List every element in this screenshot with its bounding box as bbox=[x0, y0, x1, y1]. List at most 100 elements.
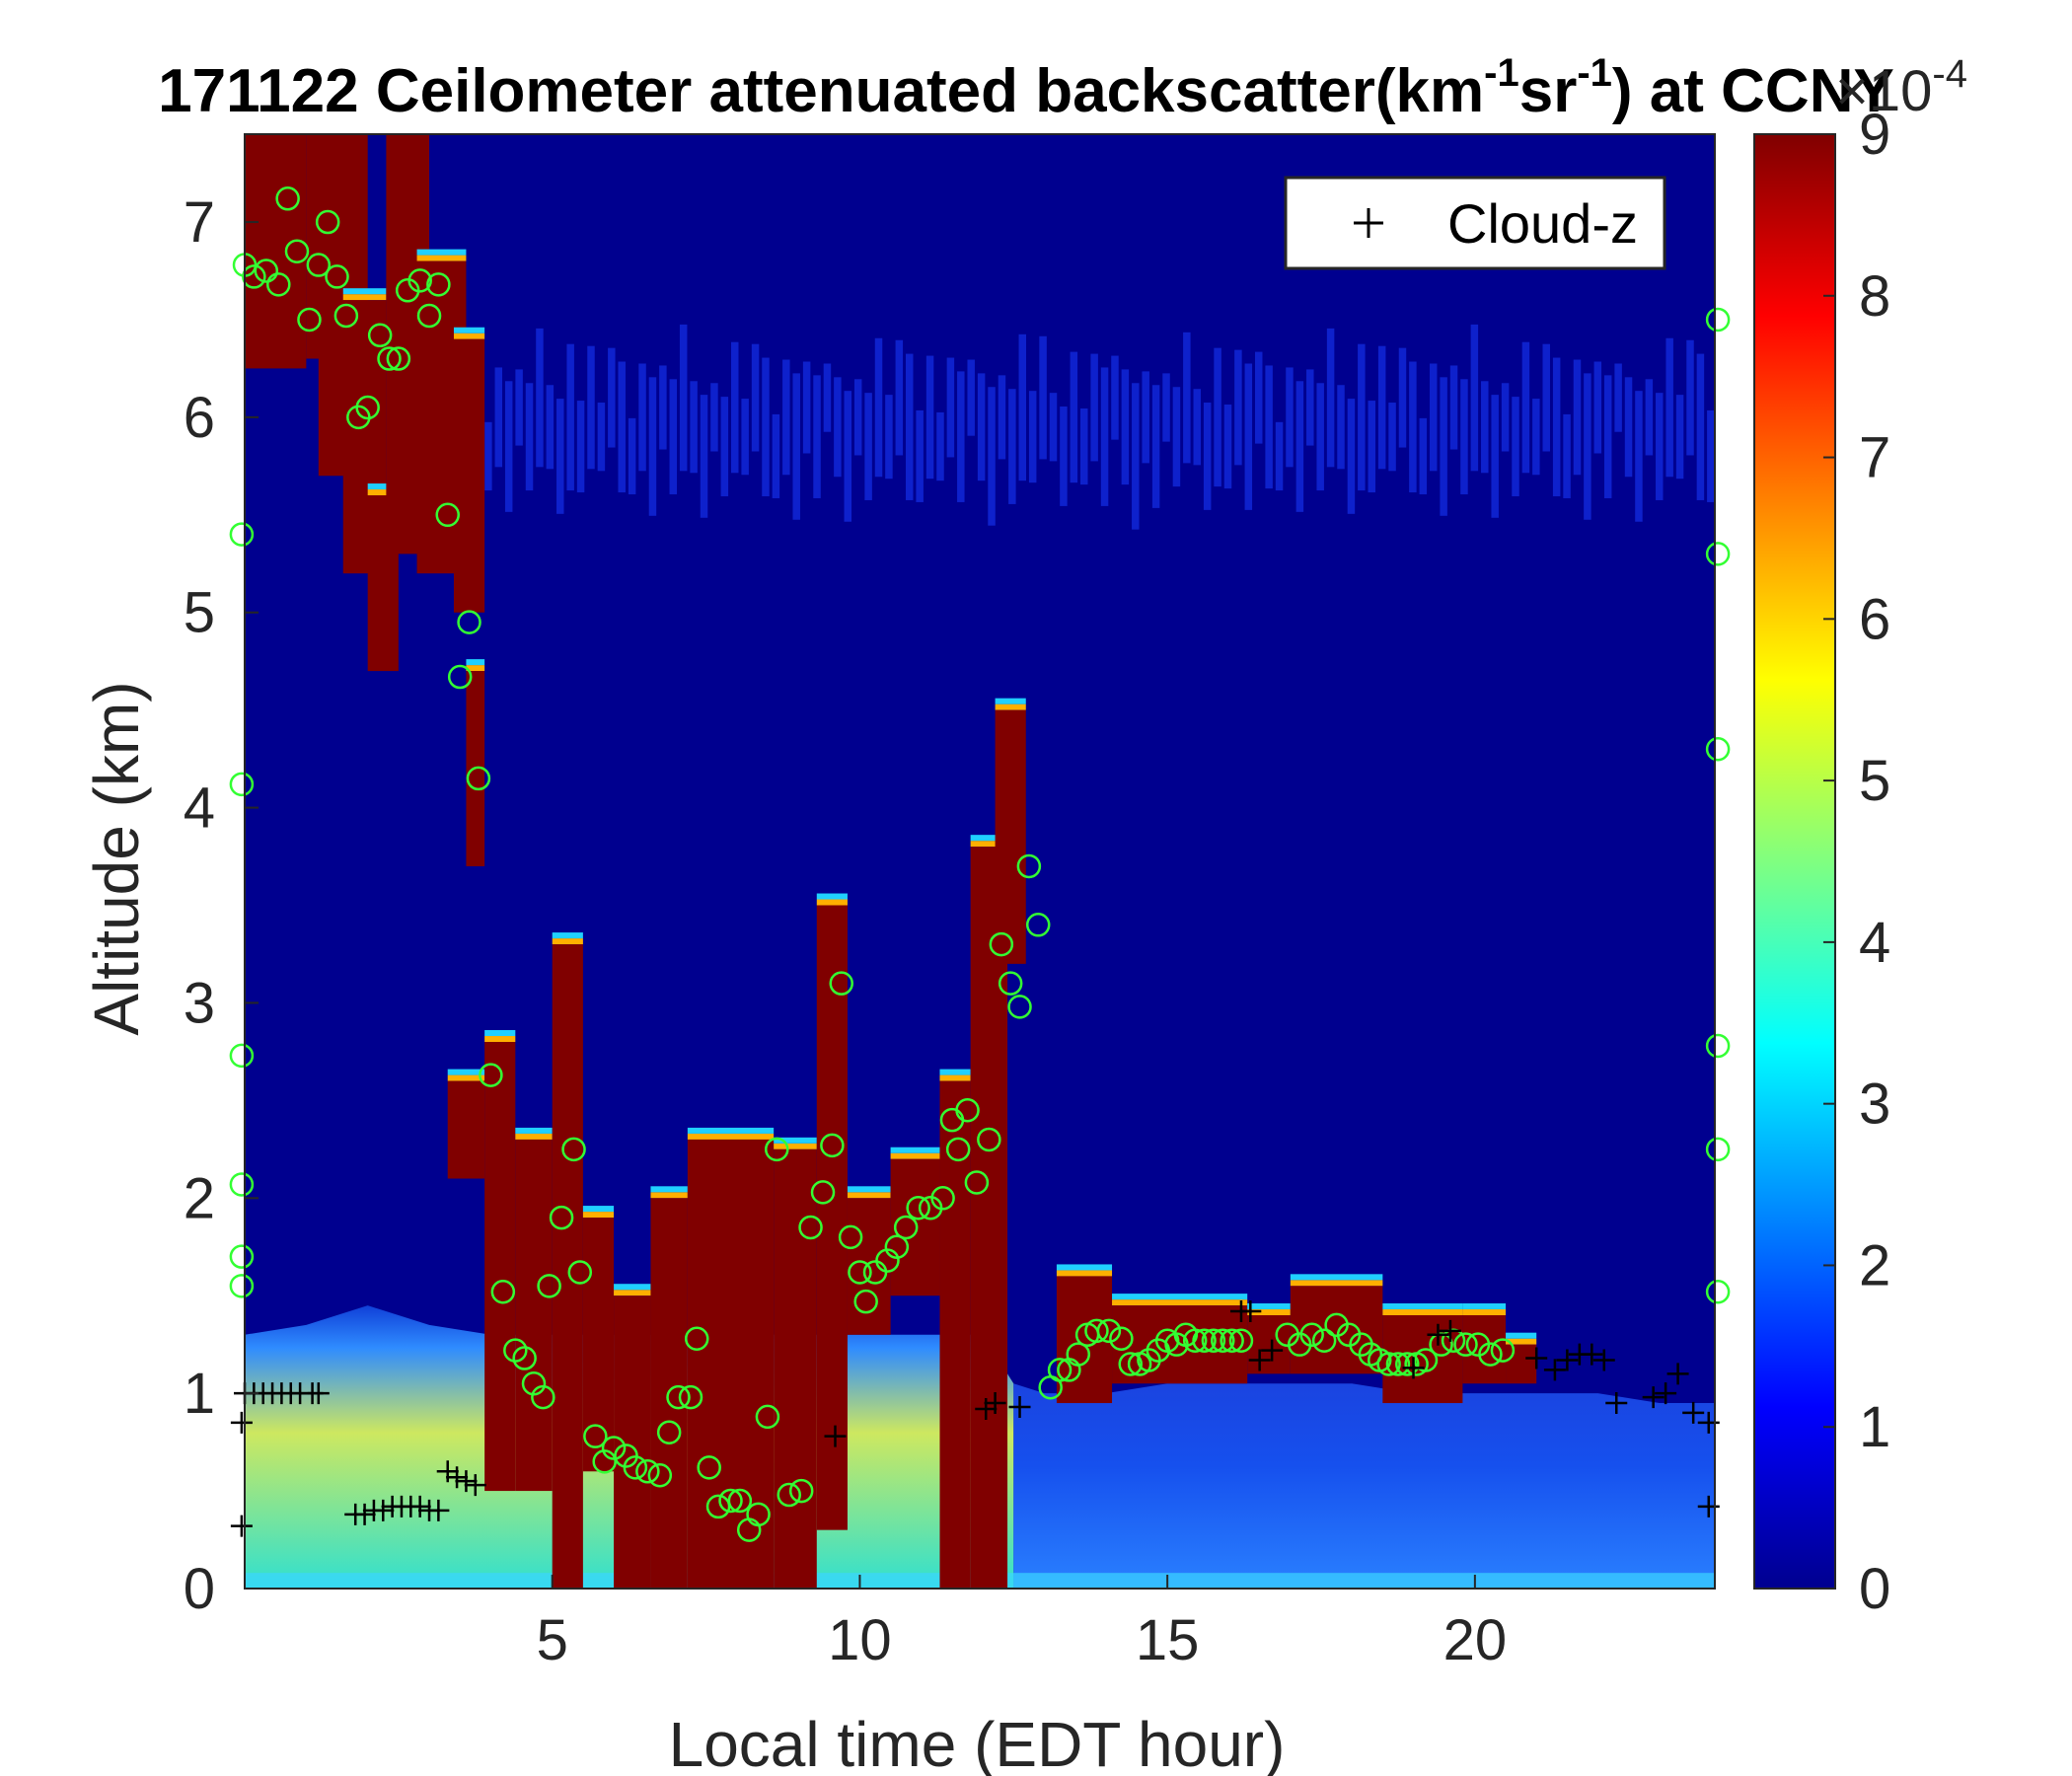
cloud-edge bbox=[847, 1192, 891, 1199]
pbl-marker-circle bbox=[1025, 913, 1051, 937]
pbl-marker-circle bbox=[875, 1248, 900, 1273]
aerosol-streak bbox=[1593, 361, 1602, 454]
aerosol-streak bbox=[1542, 343, 1550, 452]
cloud-z-marker bbox=[984, 1392, 1006, 1415]
cloud-edge bbox=[939, 1069, 971, 1075]
cloud-z-marker bbox=[1525, 1347, 1548, 1369]
aerosol-streak bbox=[546, 385, 555, 470]
pbl-marker-circle bbox=[355, 395, 380, 420]
pbl-marker-circle bbox=[521, 1371, 547, 1396]
pbl-marker-circle bbox=[1084, 1318, 1109, 1344]
aerosol-streak bbox=[1049, 393, 1058, 462]
cloud-edge bbox=[687, 1127, 775, 1134]
cloud-z-marker bbox=[436, 1460, 459, 1483]
pbl-marker-circle bbox=[1211, 1328, 1235, 1353]
cloud-z-marker bbox=[1642, 1386, 1665, 1409]
aerosol-streak bbox=[988, 387, 996, 526]
cloud-edge bbox=[367, 483, 399, 490]
aerosol-streak bbox=[998, 375, 1006, 460]
colorbar-tick-label: 7 bbox=[1859, 426, 1890, 490]
pbl-marker-circle bbox=[678, 1384, 703, 1410]
aerosol-streak bbox=[1552, 357, 1561, 497]
cloud-block bbox=[614, 1295, 651, 1589]
aerosol-streak bbox=[710, 383, 718, 452]
aerosol-streak bbox=[1286, 367, 1294, 468]
cloud-block bbox=[970, 847, 1008, 1589]
aerosol-streak bbox=[1470, 324, 1479, 472]
cloud-block bbox=[582, 1218, 615, 1472]
pbl-marker-circle bbox=[1047, 1358, 1073, 1382]
cloud-edge bbox=[453, 333, 485, 339]
cloud-block bbox=[1506, 1344, 1537, 1384]
cloud-edge bbox=[416, 249, 467, 256]
pbl-marker-circle bbox=[266, 272, 291, 297]
colorbar-tick-label: 9 bbox=[1859, 103, 1890, 167]
pbl-marker-circle bbox=[297, 307, 322, 333]
pbl-marker-circle bbox=[1705, 1137, 1731, 1162]
aerosol-streak bbox=[853, 379, 862, 456]
y-tick-label: 6 bbox=[184, 386, 215, 450]
aerosol-streak bbox=[1306, 369, 1314, 446]
cloud-z-marker bbox=[1655, 1382, 1677, 1405]
cloud-edge bbox=[774, 1137, 817, 1144]
pbl-marker-circle bbox=[1182, 1328, 1208, 1353]
pbl-marker-circle bbox=[788, 1478, 814, 1504]
cloud-edge bbox=[970, 841, 1008, 848]
y-tick-label: 5 bbox=[184, 581, 215, 645]
cloud-z-marker bbox=[1605, 1392, 1628, 1415]
aerosol-streak bbox=[1316, 383, 1324, 491]
cloud-edge bbox=[1382, 1309, 1463, 1316]
aerosol-streak bbox=[515, 369, 523, 446]
cloud-edge bbox=[552, 932, 583, 939]
cloud-z-marker bbox=[1439, 1319, 1461, 1342]
cloud-edge bbox=[1506, 1338, 1537, 1345]
colorbar-tick-label: 6 bbox=[1859, 587, 1890, 651]
aerosol-streak bbox=[1624, 377, 1633, 478]
aerosol-streak bbox=[679, 324, 688, 472]
colorbar-tick-label: 3 bbox=[1859, 1073, 1890, 1137]
cloud-edge bbox=[995, 698, 1026, 704]
aerosol-streak bbox=[1603, 375, 1612, 498]
cloud-edge bbox=[453, 327, 485, 333]
aerosol-streak bbox=[1512, 397, 1519, 497]
pbl-marker-circle bbox=[765, 1137, 789, 1162]
cloud-block bbox=[1462, 1315, 1507, 1384]
cloud-edge bbox=[1247, 1309, 1291, 1316]
cloud-block bbox=[939, 1080, 971, 1589]
pbl-marker-circle bbox=[777, 1482, 801, 1508]
aerosol-streak bbox=[669, 379, 678, 495]
cloud-edge bbox=[774, 1143, 817, 1149]
pbl-marker-circle bbox=[955, 1098, 980, 1123]
plot-frame bbox=[244, 133, 1716, 1590]
aerosol-streak bbox=[1203, 403, 1212, 510]
aerosol-streak bbox=[659, 365, 667, 450]
aerosol-streak bbox=[1132, 383, 1140, 530]
aerosol-streak bbox=[1070, 351, 1078, 483]
aerosol-streak bbox=[1656, 393, 1664, 500]
colorbar-tick-label: 5 bbox=[1859, 749, 1890, 813]
aerosol-streak bbox=[813, 375, 821, 498]
cloud-edge bbox=[1382, 1303, 1463, 1310]
pbl-marker-circle bbox=[1066, 1342, 1090, 1367]
pbl-marker-circle bbox=[537, 1274, 561, 1298]
aerosol-streak bbox=[874, 337, 883, 478]
pbl-marker-circle bbox=[531, 1384, 555, 1410]
pbl-marker-circle bbox=[998, 971, 1023, 996]
cloud-edge bbox=[816, 899, 848, 906]
cloud-block bbox=[1290, 1286, 1383, 1374]
pbl-marker-circle bbox=[798, 1215, 823, 1240]
pbl-marker-circle bbox=[407, 268, 432, 293]
cloud-z-marker bbox=[1697, 1495, 1720, 1517]
aerosol-streak bbox=[1686, 339, 1694, 456]
pbl-marker-circle bbox=[1201, 1328, 1226, 1353]
aerosol-streak bbox=[1275, 421, 1284, 491]
aerosol-streak bbox=[751, 343, 760, 452]
aerosol-streak bbox=[556, 399, 564, 514]
x-tick-label: 5 bbox=[537, 1608, 568, 1672]
pbl-marker-circle bbox=[1096, 1318, 1122, 1344]
pbl-marker-circle bbox=[457, 610, 481, 634]
aerosol-streak bbox=[1501, 383, 1510, 452]
aerosol-streak bbox=[1295, 381, 1304, 512]
pbl-marker-circle bbox=[229, 522, 255, 547]
aerosol-streak bbox=[1100, 367, 1109, 506]
